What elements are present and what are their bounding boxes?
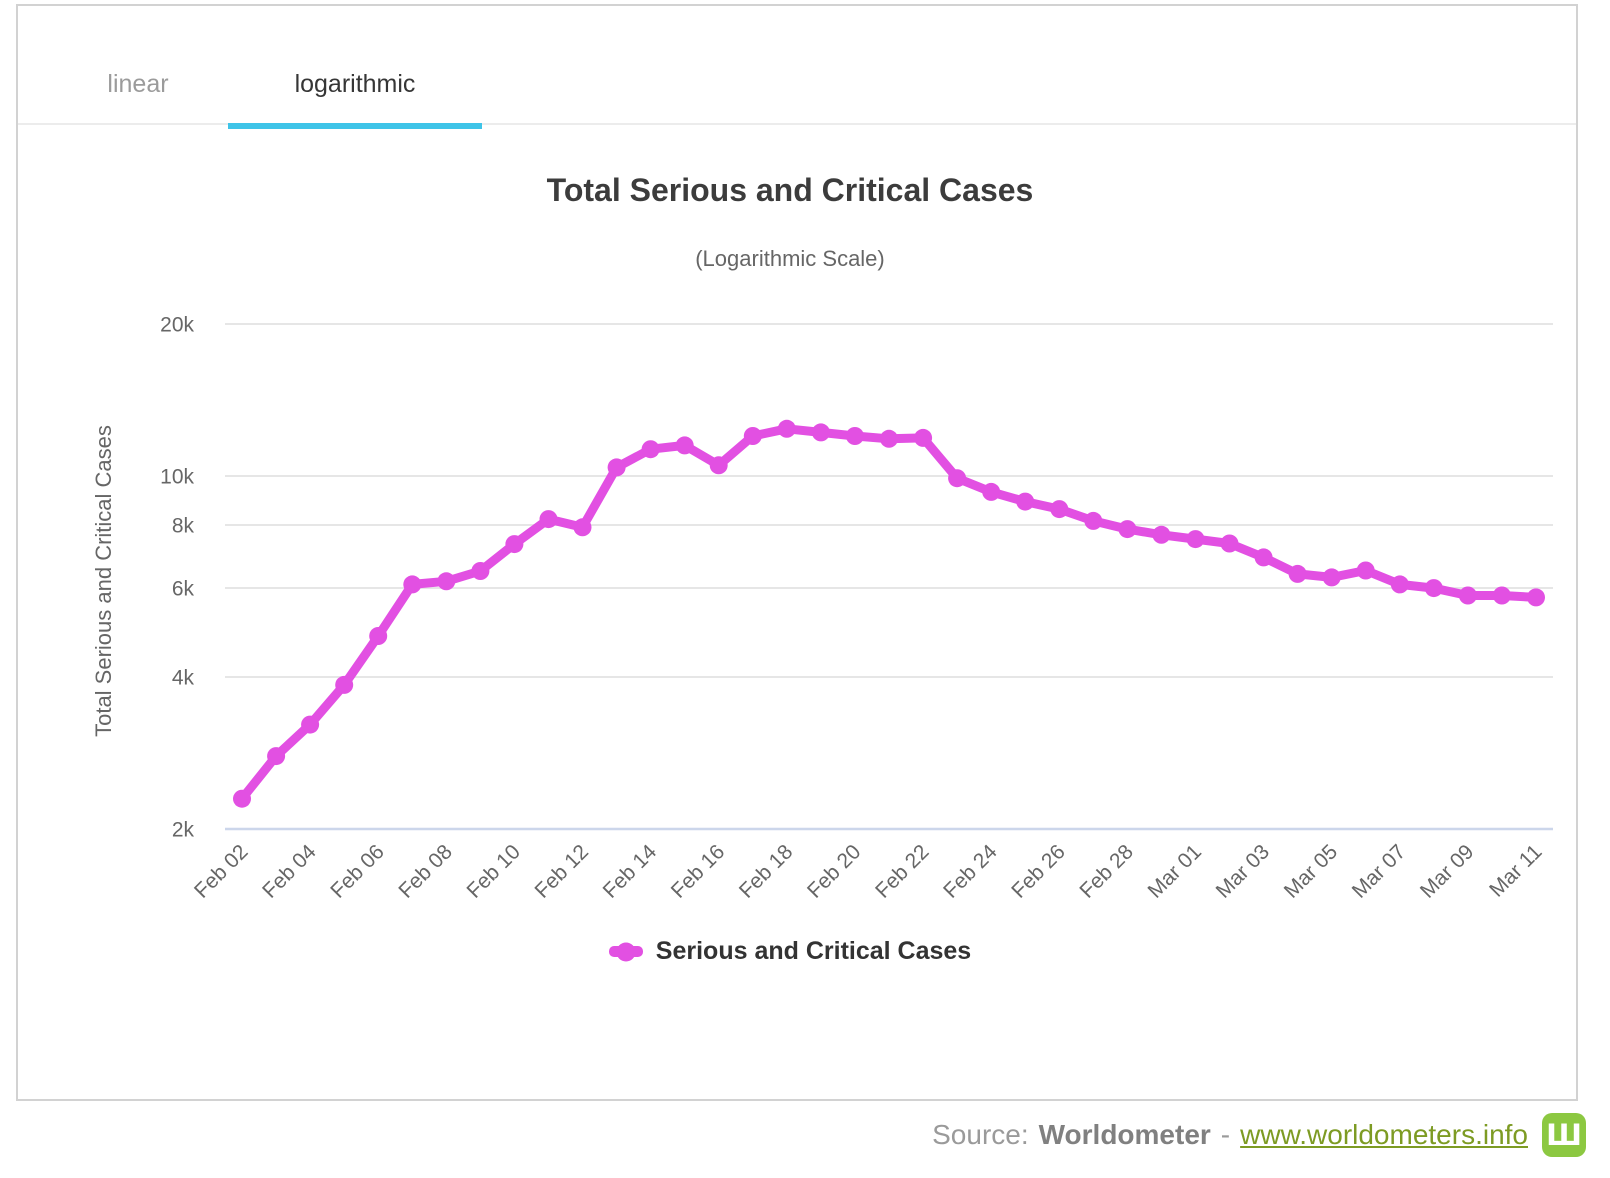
- x-tick-label: Feb 20: [803, 840, 866, 903]
- data-point: [811, 423, 830, 442]
- data-point: [709, 456, 728, 475]
- x-tick-label: Feb 08: [394, 840, 457, 903]
- x-tick-label: Mar 07: [1348, 840, 1410, 902]
- legend-series-dot-icon: [616, 942, 636, 961]
- x-tick-label: Mar 11: [1485, 840, 1546, 901]
- y-tick-label: 8k: [172, 514, 195, 537]
- data-point: [1390, 575, 1409, 594]
- x-tick-label: Feb 22: [871, 840, 934, 903]
- y-axis-title: Total Serious and Critical Cases: [91, 425, 116, 737]
- data-point: [777, 419, 796, 438]
- source-link[interactable]: www.worldometers.info: [1240, 1119, 1528, 1150]
- data-point: [1118, 520, 1137, 539]
- worldometers-logo[interactable]: Ш: [1542, 1113, 1586, 1157]
- source-separator: -: [1220, 1119, 1231, 1150]
- x-tick-label: Feb 04: [258, 840, 321, 903]
- x-tick-label: Feb 26: [1007, 840, 1070, 903]
- data-point: [1084, 511, 1103, 530]
- tabs-separator: [18, 123, 1576, 125]
- chart-card: linear logarithmic Total Serious and Cri…: [16, 4, 1578, 1101]
- data-point: [1492, 586, 1511, 605]
- x-tick-label: Feb 12: [531, 840, 594, 903]
- y-tick-label: 20k: [160, 313, 194, 336]
- x-tick-label: Feb 24: [939, 840, 1002, 903]
- y-tick-label: 2k: [172, 818, 195, 841]
- y-tick-label: 4k: [172, 666, 195, 689]
- series-line: [237, 424, 1541, 804]
- data-point: [982, 482, 1001, 501]
- legend[interactable]: Serious and Critical Cases: [26, 937, 1554, 966]
- data-point: [573, 518, 592, 537]
- legend-series-marker-icon: [608, 942, 643, 961]
- data-point: [948, 469, 967, 488]
- data-point: [1424, 579, 1443, 598]
- data-point: [437, 572, 456, 591]
- data-point: [880, 429, 898, 448]
- chart-title: Total Serious and Critical Cases: [546, 172, 1034, 208]
- data-point: [1288, 564, 1307, 583]
- source-name: Worldometer: [1038, 1119, 1211, 1150]
- x-tick-label: Feb 16: [667, 840, 730, 903]
- data-point: [335, 675, 354, 694]
- data-point: [471, 562, 490, 580]
- data-point: [914, 428, 933, 447]
- data-point: [1016, 492, 1035, 511]
- chart-subtitle: (Logarithmic Scale): [695, 246, 885, 271]
- data-point: [845, 427, 864, 445]
- data-point: [1356, 561, 1375, 580]
- data-point: [1322, 568, 1341, 587]
- data-point: [1254, 548, 1273, 567]
- data-point: [1458, 586, 1477, 605]
- data-point: [1050, 500, 1069, 519]
- tab-linear[interactable]: linear: [107, 70, 169, 98]
- x-tick-label: Feb 02: [190, 840, 253, 903]
- data-point: [301, 715, 320, 734]
- data-point: [1527, 588, 1545, 607]
- y-tick-label: 6k: [172, 577, 195, 600]
- x-tick-label: Feb 10: [462, 840, 525, 903]
- data-point: [1220, 534, 1239, 553]
- active-tab-underline: [228, 123, 482, 129]
- data-point: [1152, 525, 1171, 544]
- data-point: [675, 436, 694, 455]
- data-point: [369, 627, 388, 645]
- source-footer: Source: Worldometer - www.worldometers.i…: [0, 1112, 1586, 1158]
- x-tick-label: Feb 14: [599, 840, 662, 903]
- x-tick-label: Feb 18: [735, 840, 798, 903]
- x-tick-label: Mar 03: [1212, 840, 1274, 902]
- data-point: [539, 510, 558, 529]
- source-prefix: Source:: [932, 1119, 1029, 1150]
- x-tick-label: Mar 05: [1280, 840, 1342, 902]
- data-point: [743, 427, 762, 445]
- data-point: [1186, 530, 1205, 549]
- data-point: [607, 458, 626, 477]
- x-tick-label: Feb 28: [1075, 840, 1138, 903]
- x-tick-label: Mar 01: [1144, 840, 1206, 902]
- data-point: [641, 440, 660, 459]
- x-tick-label: Mar 09: [1416, 840, 1478, 902]
- x-tick-label: Feb 06: [326, 840, 389, 903]
- y-tick-label: 10k: [160, 465, 194, 488]
- data-point: [233, 789, 251, 808]
- legend-series-label: Serious and Critical Cases: [655, 937, 972, 965]
- tab-logarithmic[interactable]: logarithmic: [294, 70, 416, 98]
- data-point: [505, 535, 524, 554]
- data-point: [403, 575, 422, 594]
- data-point: [267, 747, 286, 766]
